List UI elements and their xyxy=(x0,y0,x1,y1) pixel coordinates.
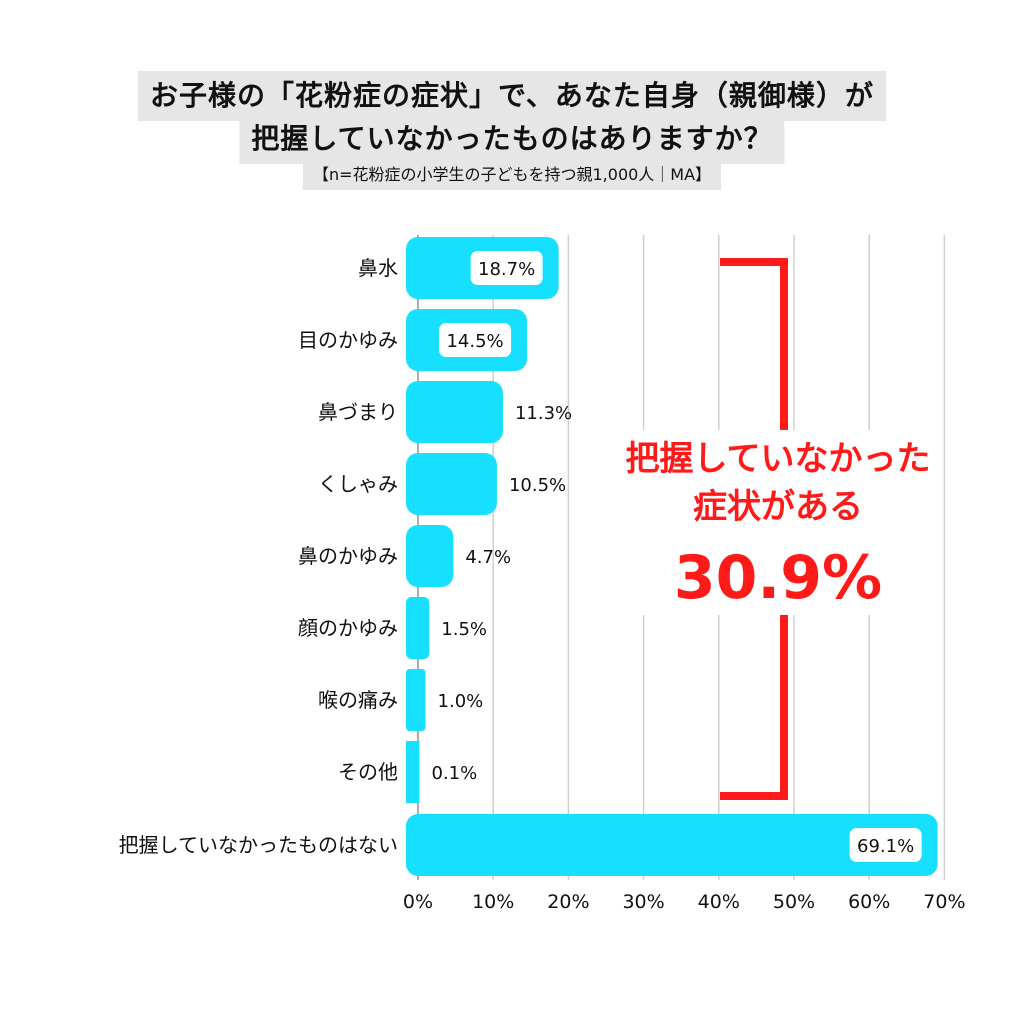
x-tick-label: 40% xyxy=(698,891,740,913)
category-label: 目のかゆみ xyxy=(298,328,398,352)
category-label: 喉の痛み xyxy=(318,688,398,712)
bar xyxy=(406,381,503,443)
x-tick-label: 70% xyxy=(923,891,965,913)
x-tick-label: 0% xyxy=(403,891,433,913)
bar xyxy=(406,525,454,587)
value-label-box xyxy=(849,828,922,862)
callout-line-2: 症状がある xyxy=(693,487,863,527)
value-label-box xyxy=(439,323,512,357)
chart-subtitle: 【n=花粉症の小学生の子どもを持つ親1,000人｜MA】 xyxy=(302,160,722,190)
bar xyxy=(406,453,497,515)
callout-line-1: 把握していなかった xyxy=(626,439,931,479)
chart-title-line-1: お子様の「花粉症の症状」で、あなた自身（親御様）が xyxy=(138,71,886,121)
callout-value: 30.9% xyxy=(674,543,882,613)
bar xyxy=(406,669,426,731)
x-tick-label: 30% xyxy=(622,891,664,913)
x-tick-label: 20% xyxy=(547,891,589,913)
x-tick-label: 10% xyxy=(472,891,514,913)
value-label-box xyxy=(470,251,543,285)
bar xyxy=(406,741,420,803)
category-label: 鼻のかゆみ xyxy=(298,544,398,568)
value-label: 69.1% xyxy=(857,836,914,857)
x-tick-label: 50% xyxy=(773,891,815,913)
bars: 18.7% 14.5% 11.3% 10.5% 4.7% 1.5% 1.0% 0.1% 69.1… xyxy=(406,237,938,876)
category-label: その他 xyxy=(338,760,398,784)
value-label: 10.5% xyxy=(509,475,566,496)
category-label: 把握していなかったものはない xyxy=(119,833,398,857)
category-label: 顔のかゆみ xyxy=(298,616,398,640)
category-label: 鼻づまり xyxy=(318,400,398,424)
value-label: 1.0% xyxy=(438,691,484,712)
callout-background xyxy=(610,430,940,615)
value-label: 1.5% xyxy=(441,619,487,640)
x-axis-ticks: 0% 10% 20% 30% 40% 50% 60% 70% xyxy=(403,891,966,913)
bar xyxy=(406,814,938,876)
value-label: 4.7% xyxy=(465,547,511,568)
value-label: 11.3% xyxy=(515,403,572,424)
category-label: 鼻水 xyxy=(358,256,398,280)
x-tick-label: 60% xyxy=(848,891,890,913)
value-label: 18.7% xyxy=(478,259,535,280)
chart-title-line-2: 把握していなかったものはありますか？ xyxy=(239,114,785,164)
callout: 把握していなかった 症状がある 30.9% xyxy=(610,258,940,800)
value-label: 14.5% xyxy=(446,331,503,352)
bar xyxy=(406,597,430,659)
value-label: 0.1% xyxy=(432,763,478,784)
category-label: くしゃみ xyxy=(318,472,398,496)
category-labels: 鼻水目のかゆみ鼻づまりくしゃみ鼻のかゆみ顔のかゆみ喉の痛みその他把握していなかっ… xyxy=(119,256,398,857)
